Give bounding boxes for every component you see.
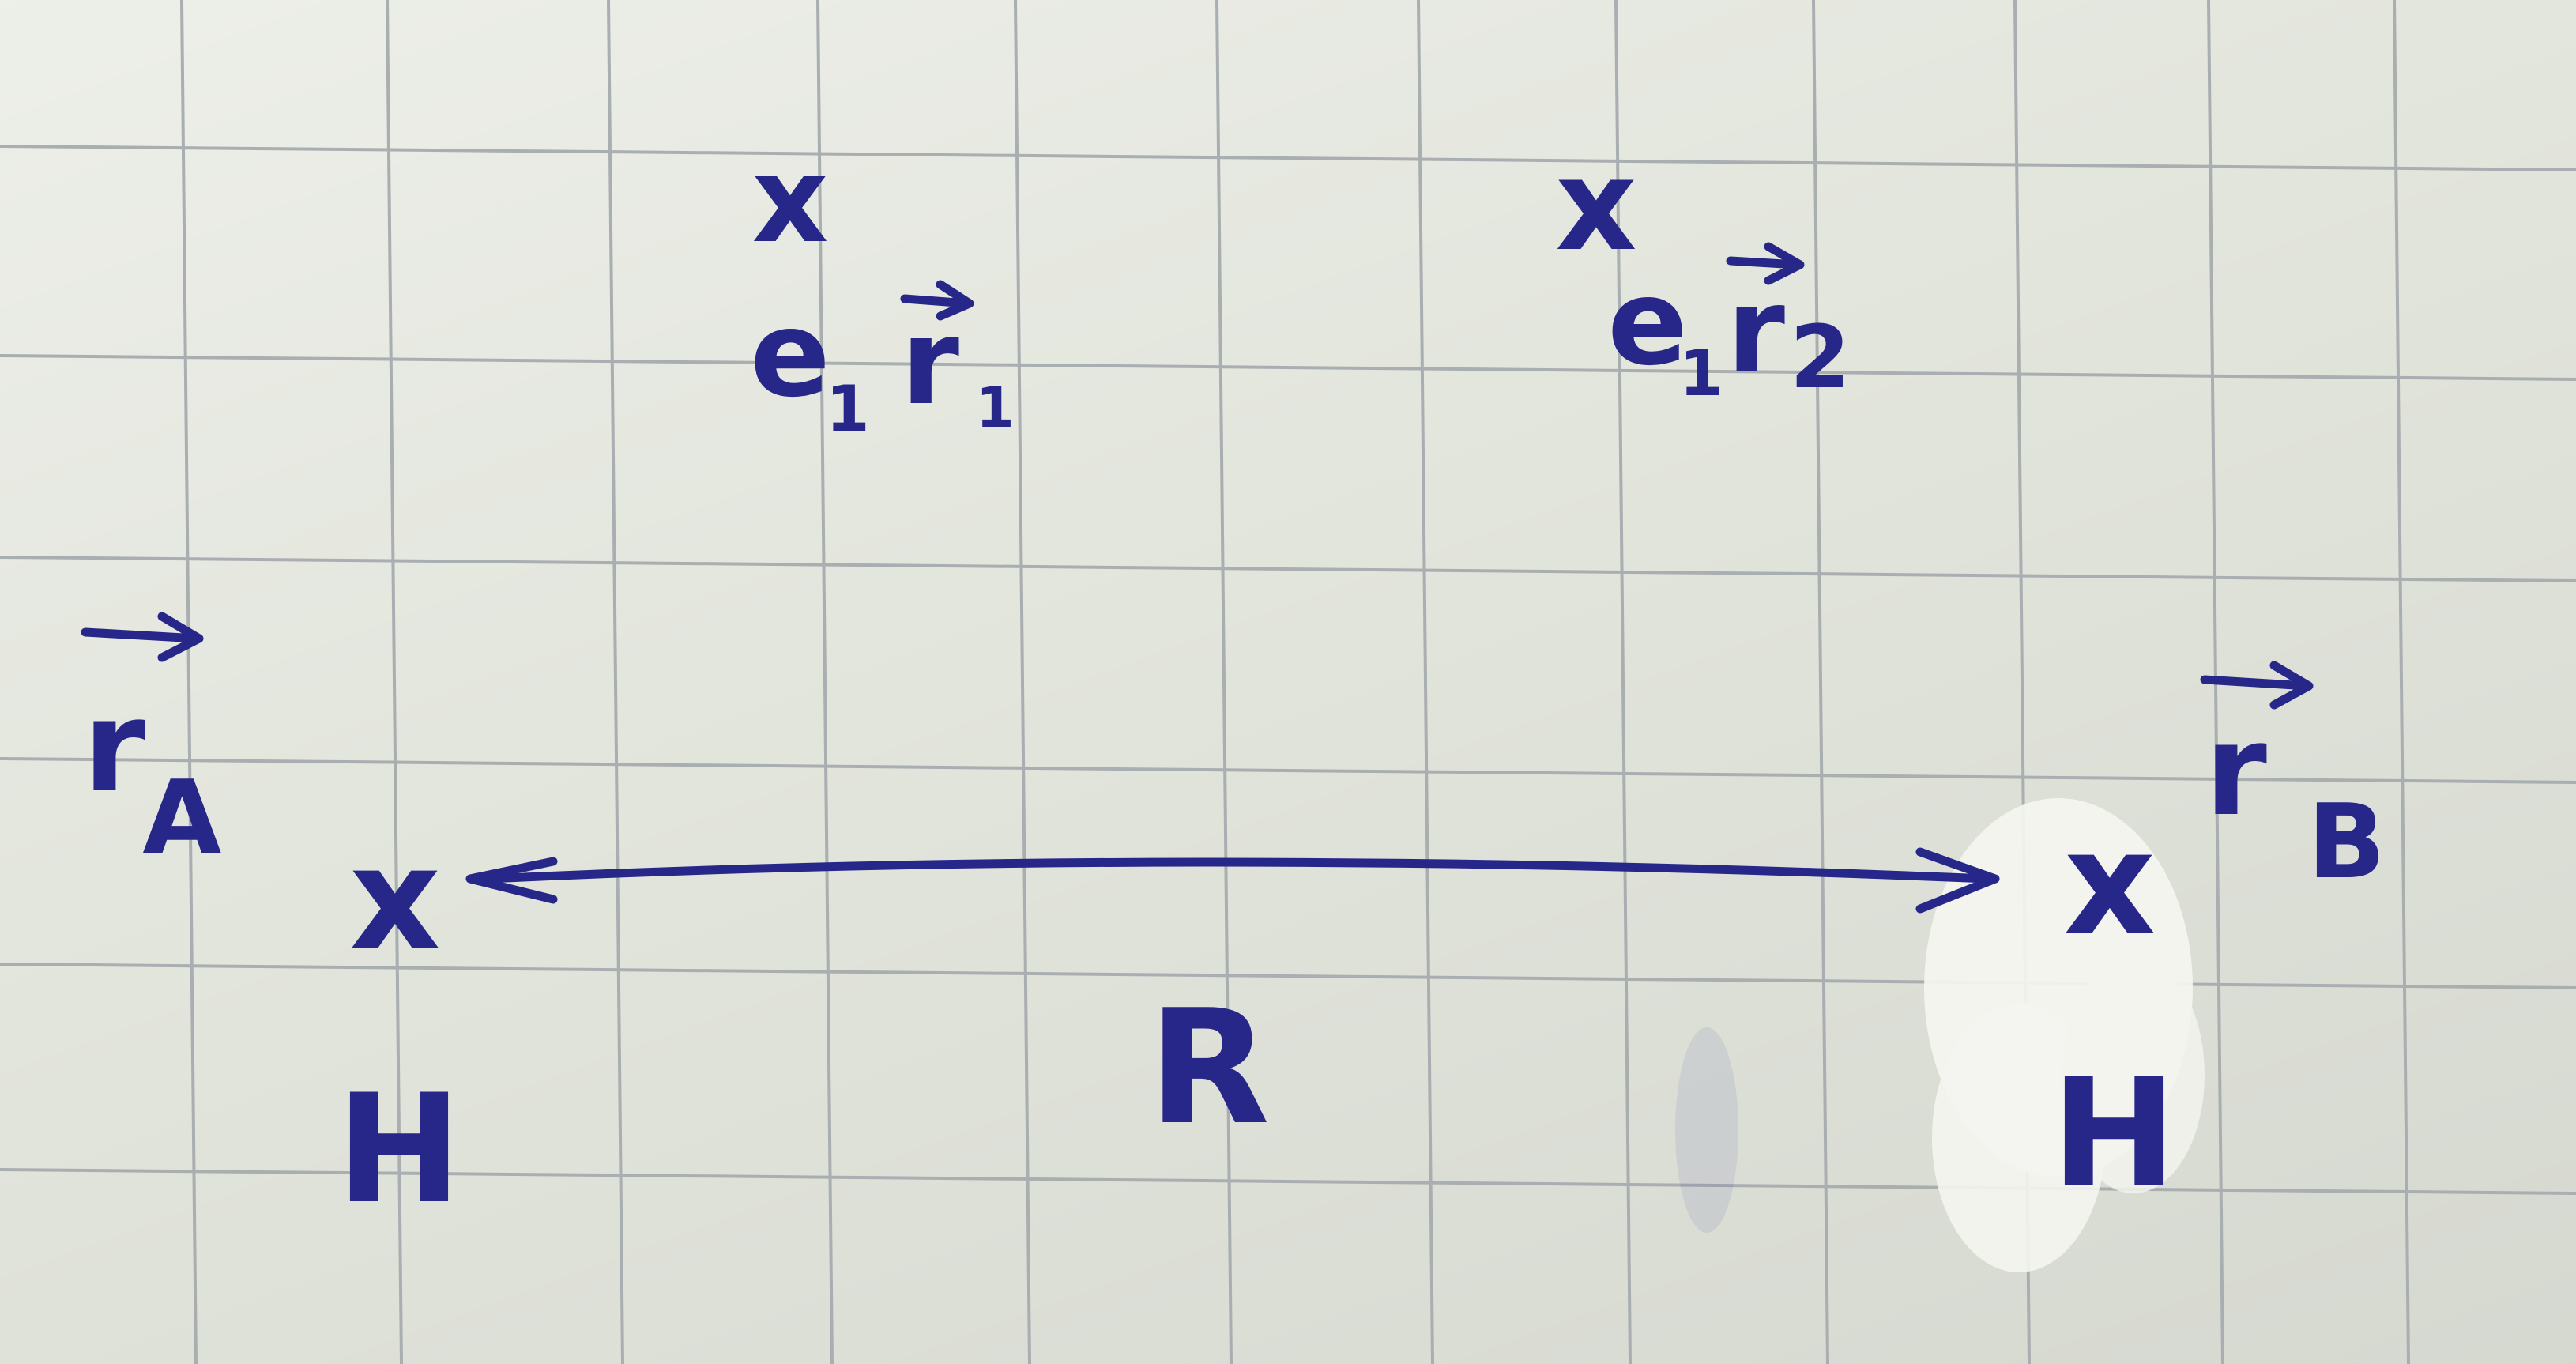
nucleus-a-element: H: [336, 1062, 461, 1237]
ink-smudge: [1675, 1027, 1738, 1233]
grid-line-vertical: [386, 0, 403, 1364]
electron-1-marker: x: [752, 132, 829, 269]
electron-2-vector: r: [1727, 262, 1785, 400]
electron-2-particle: e: [1607, 254, 1688, 392]
electron-2-marker: x: [1555, 131, 1636, 279]
grid-line-horizontal: [0, 757, 2576, 784]
grid-line-vertical: [180, 0, 198, 1364]
correction-fluid-patch: [1924, 798, 2205, 1272]
electron-2-label: x e 1 r 2: [1555, 131, 1850, 410]
nucleus-a-vector-subscript: A: [142, 758, 222, 878]
distance-line: [485, 857, 1992, 884]
grid-line-horizontal: [0, 145, 2576, 171]
electron-1-vector-subscript: 1: [976, 375, 1015, 440]
electron-1-subscript: 1: [826, 372, 870, 446]
grid-line-vertical: [1014, 0, 1031, 1364]
nucleus-a-label: r A x H: [81, 612, 462, 1237]
harpoon-arrow-icon: [900, 280, 974, 321]
nucleus-b-element: H: [2051, 1046, 2176, 1221]
distance-label: R: [1148, 976, 1270, 1160]
grid-line-vertical: [816, 0, 834, 1364]
electron-1-vector: r: [901, 294, 959, 431]
grid-line-vertical: [1215, 0, 1233, 1364]
electron-2-subscript: 1: [1679, 337, 1723, 410]
arrow-right-head-icon: [1915, 847, 2000, 914]
electron-2-vector-subscript: 2: [1790, 307, 1851, 408]
nucleus-a-marker: x: [349, 817, 441, 982]
distance-arrow: R: [465, 847, 2000, 1160]
harpoon-arrow-icon: [81, 612, 204, 662]
electron-1-label: x e 1 r 1: [750, 132, 1015, 446]
harpoon-arrow-icon: [2200, 661, 2314, 710]
nucleus-b-marker: x: [2064, 801, 2156, 966]
harpoon-arrow-icon: [1726, 242, 1805, 285]
grid-line-vertical: [1417, 0, 1434, 1364]
grid-line-horizontal: [0, 354, 2576, 381]
nucleus-b-vector-subscript: B: [2307, 782, 2386, 902]
nucleus-b-vector: r: [2205, 696, 2267, 844]
grid-line-vertical: [1812, 0, 1829, 1364]
grid-line-vertical: [2393, 0, 2410, 1364]
nucleus-a-vector: r: [83, 673, 145, 820]
grid-line-horizontal: [0, 556, 2576, 582]
arrow-left-head-icon: [465, 857, 558, 904]
grid-line-vertical: [1614, 0, 1632, 1364]
nucleus-b-label: r B x H: [2051, 661, 2386, 1221]
grid-line-vertical: [607, 0, 624, 1364]
electron-1-particle: e: [750, 286, 830, 424]
